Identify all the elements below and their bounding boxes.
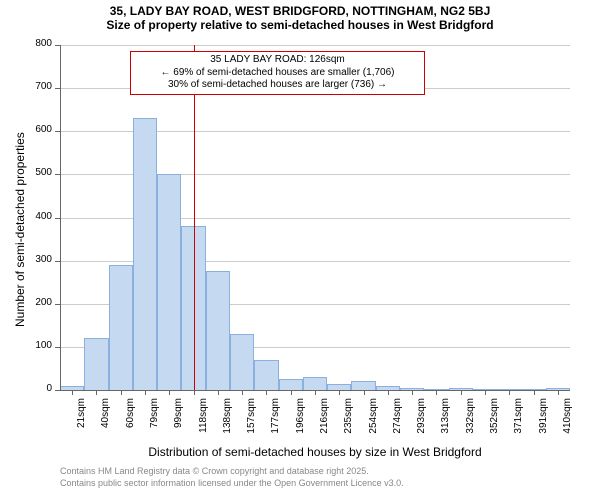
- footer-line-2: Contains public sector information licen…: [60, 478, 404, 488]
- annotation-line-1: 35 LADY BAY ROAD: 126sqm: [135, 54, 420, 67]
- x-tick-label: 60sqm: [125, 398, 136, 448]
- x-tick-label: 391sqm: [538, 398, 549, 448]
- y-tick-label: 700: [20, 81, 52, 92]
- x-tick-label: 118sqm: [198, 398, 209, 448]
- histogram-bar: [84, 338, 108, 390]
- x-tick-label: 293sqm: [416, 398, 427, 448]
- y-tick-label: 300: [20, 254, 52, 265]
- gridline: [60, 45, 570, 46]
- x-tick-label: 177sqm: [270, 398, 281, 448]
- x-axis-line: [60, 390, 570, 391]
- y-tick-label: 100: [20, 340, 52, 351]
- footer-line-1: Contains HM Land Registry data © Crown c…: [60, 466, 369, 476]
- x-tick-label: 216sqm: [319, 398, 330, 448]
- x-tick-label: 138sqm: [222, 398, 233, 448]
- annotation-box: 35 LADY BAY ROAD: 126sqm← 69% of semi-de…: [130, 51, 425, 95]
- x-tick-label: 21sqm: [76, 398, 87, 448]
- histogram-bar: [109, 265, 133, 390]
- x-tick-label: 99sqm: [173, 398, 184, 448]
- y-tick-label: 800: [20, 38, 52, 49]
- histogram-bar: [254, 360, 278, 390]
- title-line-1: 35, LADY BAY ROAD, WEST BRIDGFORD, NOTTI…: [0, 0, 600, 18]
- histogram-bar: [133, 118, 157, 390]
- annotation-line-3: 30% of semi-detached houses are larger (…: [135, 79, 420, 92]
- x-tick-label: 40sqm: [100, 398, 111, 448]
- annotation-line-2: ← 69% of semi-detached houses are smalle…: [135, 67, 420, 80]
- x-tick-label: 371sqm: [513, 398, 524, 448]
- histogram-bar: [279, 379, 303, 390]
- x-tick-label: 332sqm: [465, 398, 476, 448]
- x-tick-label: 79sqm: [149, 398, 160, 448]
- chart-container: 35, LADY BAY ROAD, WEST BRIDGFORD, NOTTI…: [0, 0, 600, 500]
- histogram-bar: [303, 377, 327, 390]
- x-tick-label: 352sqm: [489, 398, 500, 448]
- x-tick-label: 196sqm: [295, 398, 306, 448]
- x-tick-label: 410sqm: [562, 398, 573, 448]
- histogram-bar: [351, 381, 375, 390]
- title-line-2: Size of property relative to semi-detach…: [0, 18, 600, 32]
- plot-area: 010020030040050060070080021sqm40sqm60sqm…: [60, 45, 570, 390]
- x-axis-label: Distribution of semi-detached houses by …: [60, 445, 570, 459]
- y-tick-label: 200: [20, 297, 52, 308]
- y-axis-line: [60, 45, 61, 390]
- y-tick-label: 600: [20, 124, 52, 135]
- y-tick-label: 0: [20, 383, 52, 394]
- x-tick-label: 254sqm: [368, 398, 379, 448]
- x-tick-label: 235sqm: [343, 398, 354, 448]
- x-tick-label: 274sqm: [392, 398, 403, 448]
- x-tick-label: 313sqm: [440, 398, 451, 448]
- histogram-bar: [157, 174, 181, 390]
- histogram-bar: [230, 334, 254, 390]
- reference-line: [194, 45, 195, 390]
- y-tick-label: 400: [20, 211, 52, 222]
- histogram-bar: [206, 271, 230, 390]
- x-tick-label: 157sqm: [246, 398, 257, 448]
- y-tick-label: 500: [20, 167, 52, 178]
